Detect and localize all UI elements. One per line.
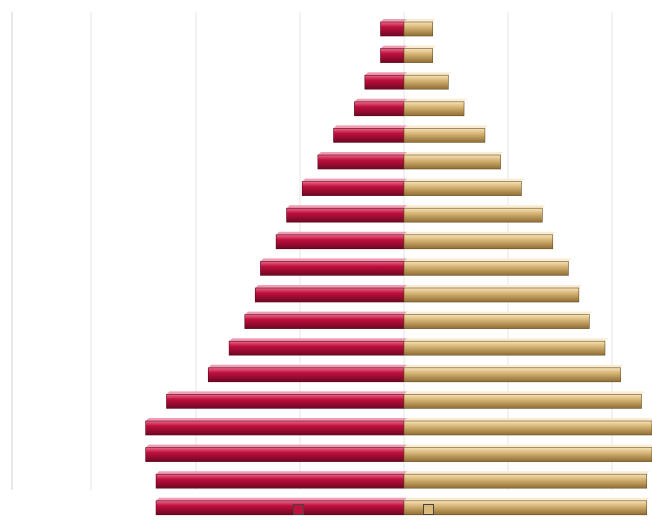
bar-left-11	[254, 287, 405, 303]
bar-left-16	[145, 420, 405, 436]
bar-left-18	[155, 473, 405, 489]
gridlines	[11, 12, 613, 490]
legend	[0, 504, 652, 518]
bar-top-left-17	[145, 444, 408, 448]
bar-right-14	[403, 367, 621, 383]
bar-top-right-17	[404, 444, 652, 448]
bar-top-right-7	[404, 178, 525, 182]
bar-top-right-18	[404, 471, 650, 475]
legend-swatch-series-2	[423, 504, 434, 515]
bar-right-15	[403, 394, 642, 409]
bar-top-left-8	[286, 205, 407, 209]
bar-right-13	[403, 340, 606, 356]
bar-right-10	[403, 261, 569, 276]
bar-right-1	[403, 21, 434, 37]
bar-top-right-8	[404, 205, 546, 209]
bar-top-left-7	[302, 178, 407, 182]
bar-left-4	[354, 101, 405, 117]
bar-right-7	[403, 181, 522, 196]
bar-top-left-18	[156, 471, 407, 475]
bar-top-left-12	[244, 311, 407, 315]
bar-top-right-2	[404, 45, 436, 49]
bar-top-right-5	[404, 125, 488, 129]
bar-top-right-14	[404, 364, 624, 368]
bar-left-12	[244, 314, 405, 329]
bar-right-12	[403, 314, 590, 329]
bar-left-3	[364, 74, 405, 90]
bar-top-right-16	[404, 418, 652, 421]
bar-top-left-16	[145, 418, 408, 421]
bar-right-5	[403, 128, 486, 143]
bar-right-17	[403, 447, 652, 462]
bar-right-18	[403, 473, 648, 489]
bar-top-left-4	[354, 98, 407, 102]
bar-left-17	[145, 447, 405, 462]
bar-left-5	[333, 128, 405, 143]
bar-left-7	[301, 181, 405, 196]
bar-top-left-15	[166, 391, 407, 395]
bar-top-right-11	[404, 285, 582, 288]
bar-top-left-11	[255, 285, 407, 288]
bar-top-left-19	[156, 497, 407, 501]
bar-left-6	[317, 154, 405, 170]
bar-top-right-1	[404, 19, 436, 22]
bar-top-left-13	[229, 338, 407, 342]
legend-swatch-series-1	[293, 504, 304, 515]
bar-left-14	[207, 367, 405, 383]
bar-left-10	[260, 261, 405, 276]
bar-top-right-15	[404, 391, 645, 395]
bar-right-4	[403, 101, 465, 117]
bar-right-2	[403, 48, 434, 63]
bar-top-right-6	[404, 152, 504, 155]
bar-left-13	[228, 340, 405, 356]
bar-top-left-9	[276, 231, 407, 235]
bar-right-9	[403, 234, 554, 250]
bar-top-left-14	[208, 364, 407, 368]
bar-left-9	[275, 234, 405, 250]
bar-right-11	[403, 287, 580, 303]
bar-top-right-3	[404, 72, 452, 76]
bars	[145, 19, 652, 516]
bar-top-right-10	[404, 258, 572, 262]
bar-left-15	[166, 394, 405, 409]
bar-top-left-10	[260, 258, 407, 262]
bar-top-right-9	[404, 231, 556, 235]
bar-top-left-1	[380, 19, 407, 22]
bar-left-8	[286, 207, 405, 223]
bar-top-right-19	[404, 497, 650, 501]
bar-right-16	[403, 420, 652, 436]
bar-top-left-2	[380, 45, 407, 49]
bar-top-right-4	[404, 98, 468, 102]
bar-right-6	[403, 154, 501, 170]
bar-top-right-13	[404, 338, 608, 342]
bar-left-1	[380, 21, 405, 37]
bar-top-left-5	[333, 125, 407, 129]
bar-right-19	[403, 500, 648, 516]
bar-top-left-3	[364, 72, 407, 76]
bar-right-3	[403, 74, 449, 90]
bar-right-8	[403, 207, 543, 223]
bar-left-2	[380, 48, 405, 63]
bar-top-left-6	[317, 152, 407, 155]
bar-top-right-12	[404, 311, 593, 315]
